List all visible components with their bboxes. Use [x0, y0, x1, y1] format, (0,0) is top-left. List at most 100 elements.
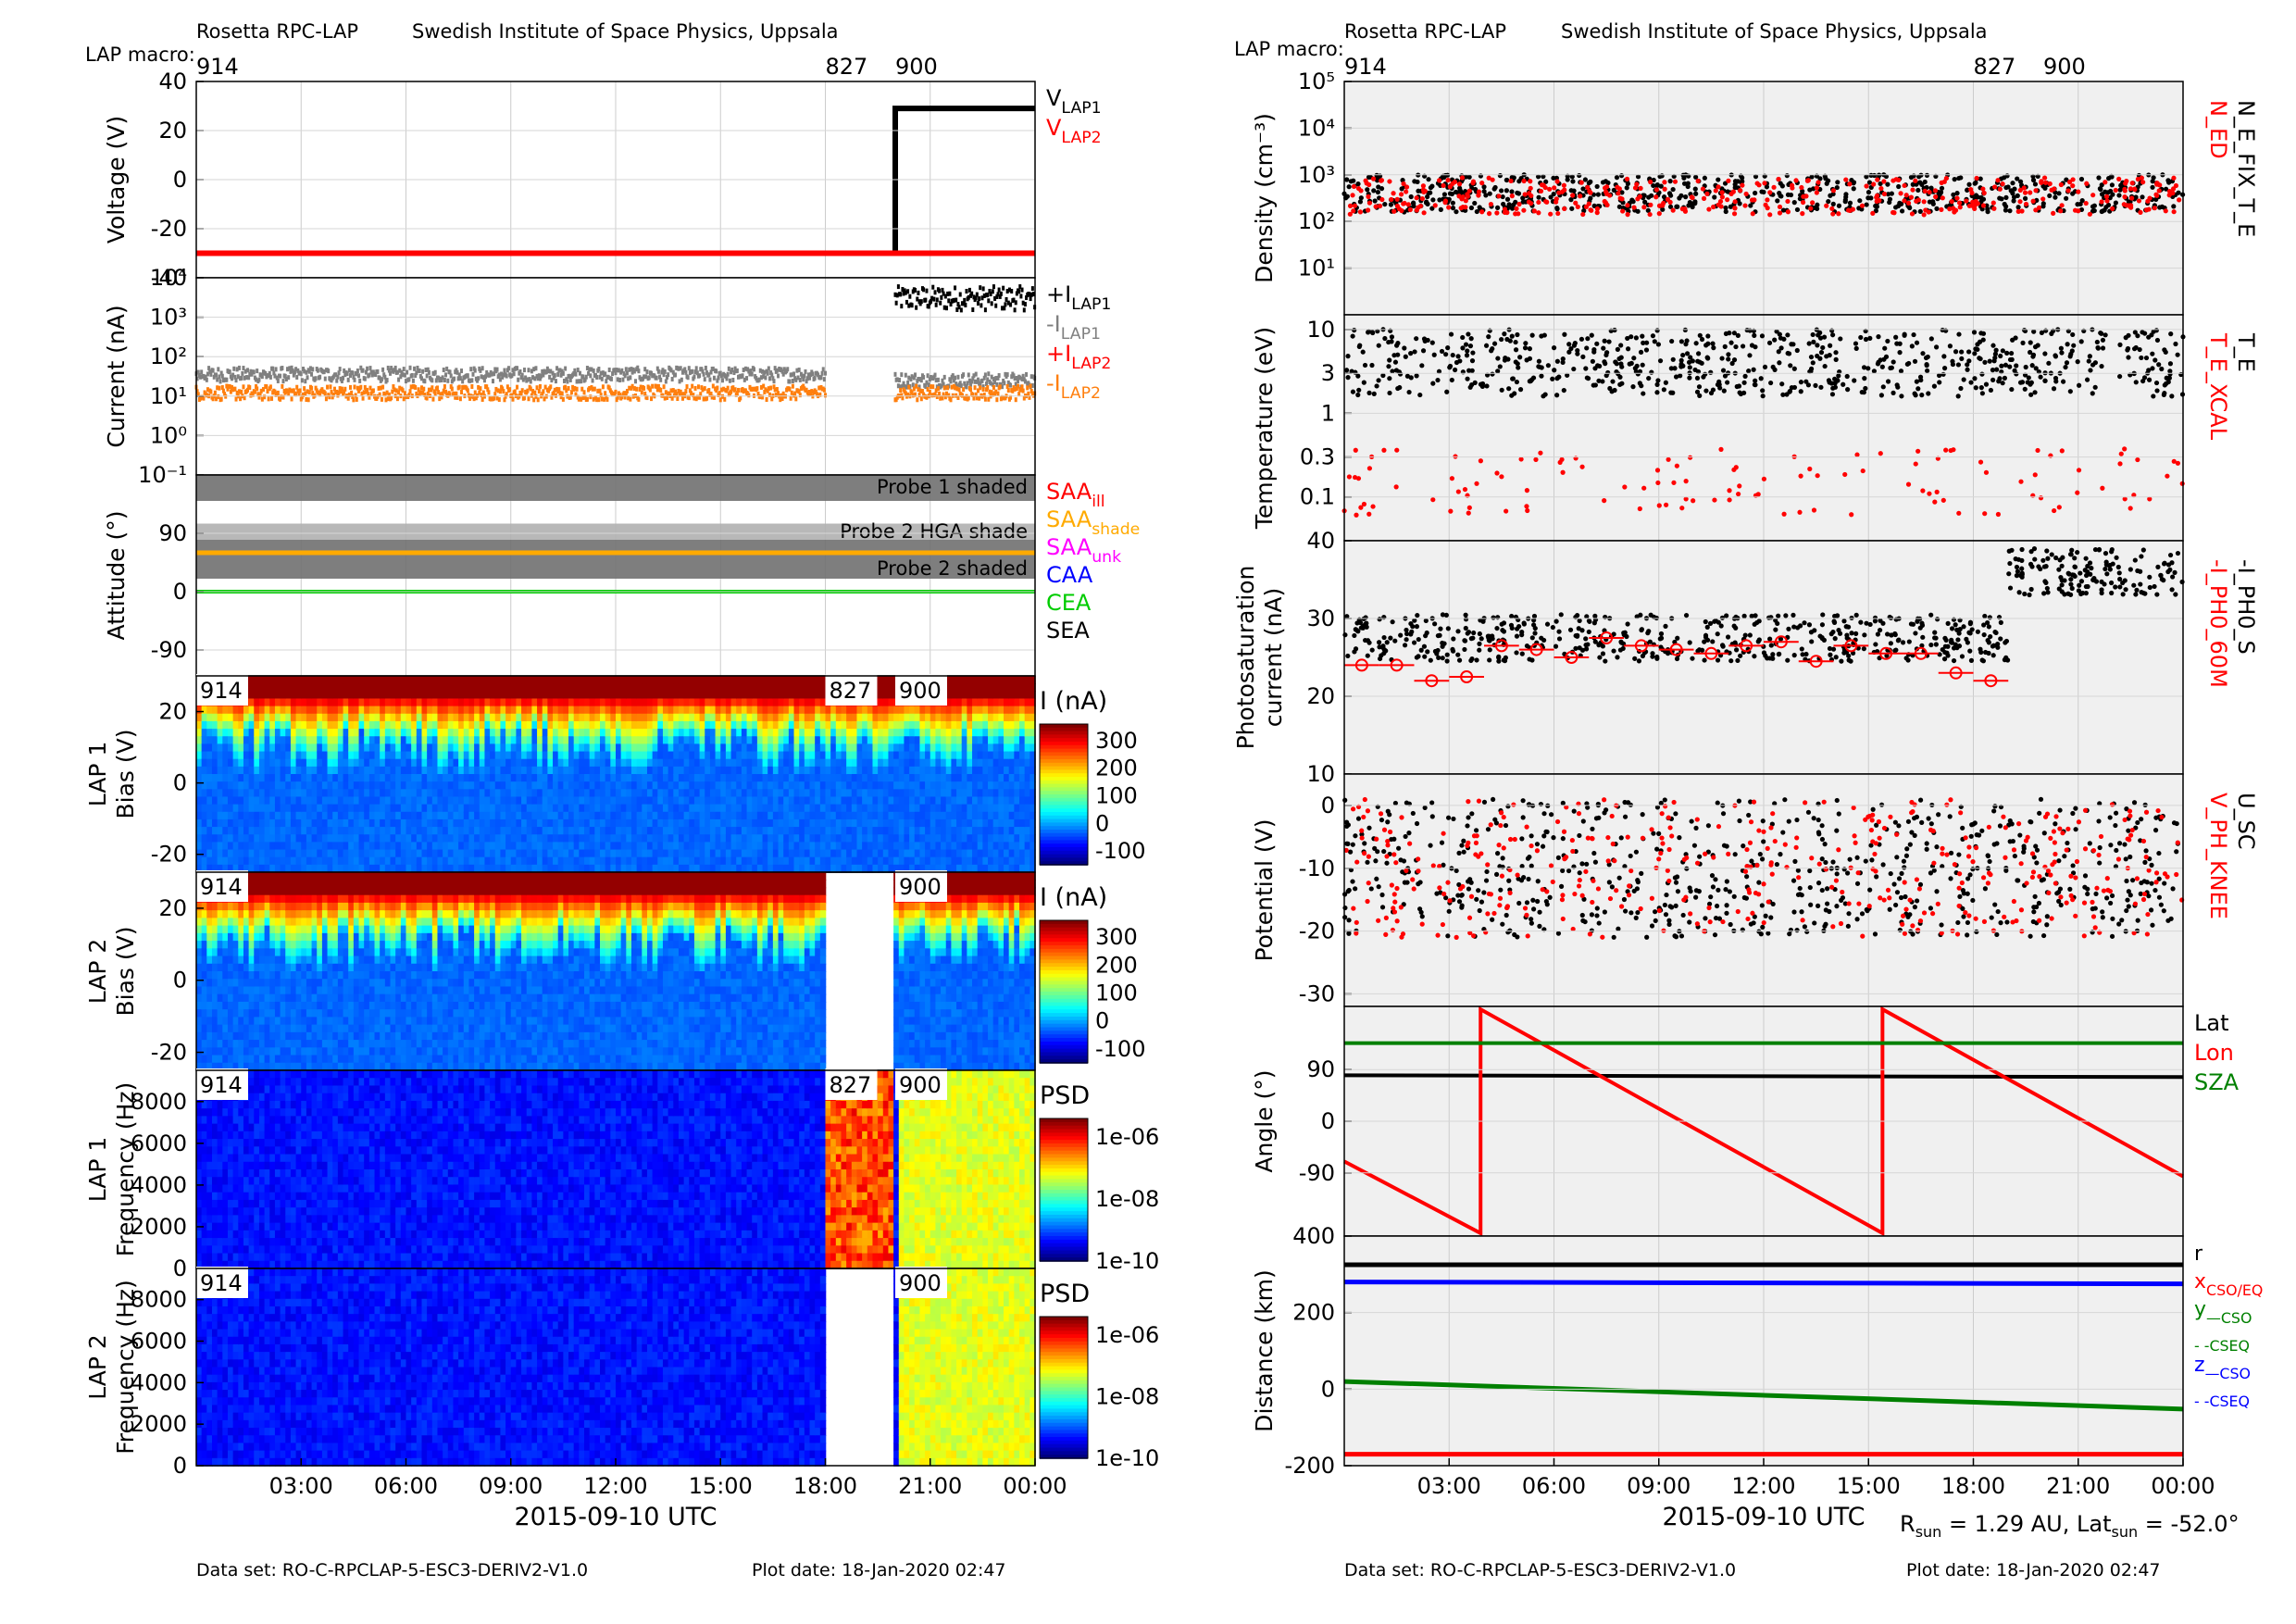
heatmap-cell	[332, 864, 339, 873]
heatmap-cell	[395, 781, 402, 791]
heatmap-cell	[542, 834, 549, 843]
heatmap-cell	[725, 818, 732, 828]
point	[407, 393, 411, 398]
point	[380, 396, 383, 402]
heatmap-cell	[343, 698, 350, 707]
point	[582, 390, 586, 395]
heatmap-cell	[380, 751, 386, 760]
heatmap-cell	[819, 827, 827, 836]
heatmap-cell	[332, 706, 339, 715]
heatmap-cell	[269, 804, 276, 813]
point	[745, 376, 749, 381]
point	[261, 387, 265, 393]
heatmap-cell	[616, 842, 622, 851]
heatmap-cell	[431, 713, 439, 722]
heatmap-cell	[678, 834, 685, 843]
heatmap-cell	[668, 706, 675, 715]
heatmap-cell	[600, 774, 606, 782]
point	[933, 392, 937, 397]
heatmap-cell	[295, 720, 303, 730]
heatmap-cell	[364, 683, 370, 693]
heatmap-cell	[626, 804, 632, 813]
point	[481, 375, 485, 381]
point	[761, 394, 765, 400]
heatmap-cell	[348, 758, 355, 768]
point	[995, 397, 999, 403]
heatmap-cell	[494, 834, 502, 843]
heatmap-cell	[201, 729, 208, 738]
heatmap-cell	[311, 789, 318, 798]
heatmap-cell	[374, 766, 381, 775]
heatmap-cell	[846, 774, 853, 782]
heatmap-cell	[317, 766, 323, 775]
heatmap-cell	[427, 683, 433, 693]
heatmap-cell	[510, 774, 518, 782]
heatmap-cell	[783, 743, 790, 753]
heatmap-cell	[217, 781, 224, 791]
heatmap-cell	[196, 834, 203, 843]
heatmap-cell	[568, 849, 575, 858]
heatmap-cell	[741, 706, 748, 715]
point	[906, 381, 910, 386]
heatmap-cell	[715, 789, 722, 798]
heatmap-cell	[327, 766, 334, 775]
heatmap-cell	[368, 736, 376, 745]
heatmap-cell	[327, 781, 334, 791]
heatmap-cell	[600, 864, 606, 873]
point	[303, 386, 306, 392]
heatmap-cell	[206, 804, 213, 813]
heatmap-cell	[421, 683, 428, 693]
heatmap-cell	[431, 698, 439, 707]
heatmap-cell	[248, 736, 256, 745]
heatmap-cell	[830, 811, 837, 820]
heatmap-cell	[311, 856, 318, 866]
heatmap-cell	[767, 842, 774, 851]
heatmap-cell	[343, 827, 350, 836]
heatmap-cell	[248, 720, 256, 730]
heatmap-cell	[206, 713, 213, 722]
point	[566, 379, 569, 384]
heatmap-cell	[254, 781, 260, 791]
heatmap-cell	[494, 698, 502, 707]
heatmap-cell	[343, 849, 350, 858]
heatmap-cell	[427, 804, 433, 813]
point	[709, 369, 713, 375]
heatmap-cell	[196, 827, 203, 836]
heatmap-cell	[311, 834, 318, 843]
point	[416, 365, 419, 370]
heatmap-cell	[343, 736, 350, 745]
heatmap-cell	[390, 774, 396, 782]
heatmap-cell	[542, 758, 549, 768]
heatmap-cell	[285, 683, 292, 693]
heatmap-cell	[678, 676, 685, 684]
heatmap-cell	[589, 743, 596, 753]
heatmap-cell	[830, 789, 837, 798]
heatmap-cell	[851, 849, 858, 858]
point	[414, 373, 418, 379]
heatmap-cell	[337, 706, 344, 715]
point	[327, 369, 331, 374]
heatmap-cell	[443, 811, 449, 820]
heatmap-cell	[662, 751, 669, 760]
heatmap-cell	[689, 713, 695, 722]
heatmap-cell	[390, 729, 396, 738]
point	[598, 388, 602, 394]
heatmap-cell	[584, 827, 591, 836]
heatmap-cell	[693, 683, 701, 693]
heatmap-cell	[652, 698, 659, 707]
heatmap-cell	[427, 713, 433, 722]
heatmap-cell	[589, 706, 596, 715]
heatmap-cell	[819, 789, 827, 798]
heatmap-cell	[705, 796, 711, 806]
heatmap-cell	[715, 751, 722, 760]
heatmap-cell	[285, 849, 292, 858]
point	[896, 383, 900, 389]
heatmap-cell	[232, 706, 240, 715]
point	[381, 367, 385, 372]
heatmap-cell	[547, 698, 554, 707]
heatmap-cell	[201, 713, 208, 722]
heatmap-cell	[557, 736, 565, 745]
heatmap-cell	[851, 796, 858, 806]
heatmap-cell	[400, 713, 407, 722]
heatmap-cell	[788, 864, 795, 873]
